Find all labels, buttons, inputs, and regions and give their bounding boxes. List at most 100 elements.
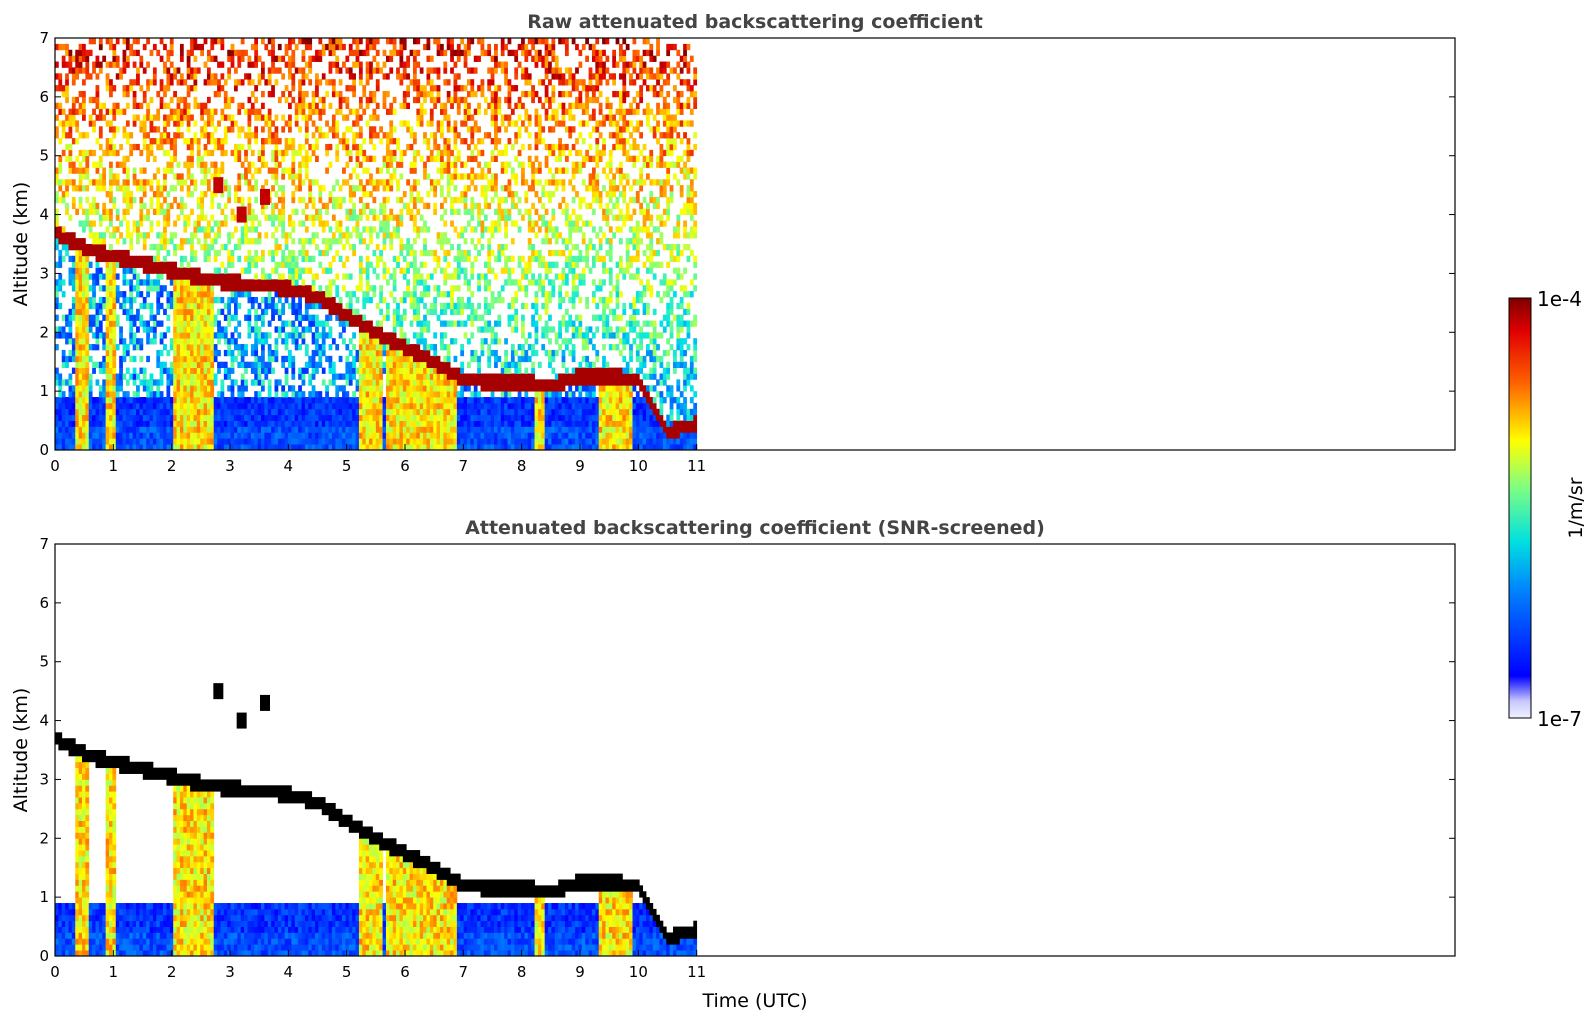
heatmap-cell bbox=[385, 232, 390, 239]
heatmap-cell bbox=[179, 379, 184, 386]
heatmap-cell bbox=[423, 355, 427, 363]
heatmap-cell bbox=[119, 332, 123, 339]
heatmap-cell bbox=[65, 208, 69, 215]
heatmap-cell bbox=[257, 332, 262, 339]
heatmap-cell bbox=[92, 120, 96, 127]
heatmap-cell bbox=[230, 120, 235, 127]
heatmap-cell bbox=[436, 361, 441, 368]
heatmap-cell bbox=[315, 208, 319, 215]
heatmap-cell bbox=[291, 138, 296, 145]
heatmap-cell bbox=[271, 138, 275, 145]
heatmap-cell bbox=[193, 67, 198, 74]
heatmap-cell bbox=[261, 102, 265, 110]
heatmap-cell bbox=[122, 420, 127, 427]
heatmap-cell bbox=[125, 120, 130, 127]
heatmap-cell bbox=[142, 367, 147, 374]
heatmap-cell bbox=[102, 391, 107, 398]
heatmap-cell bbox=[105, 432, 110, 439]
heatmap-cell bbox=[213, 320, 218, 327]
heatmap-cell bbox=[203, 161, 208, 168]
heatmap-cell bbox=[254, 249, 259, 257]
heatmap-cell bbox=[61, 314, 66, 321]
heatmap-cell bbox=[166, 420, 171, 427]
heatmap-cell bbox=[169, 338, 174, 345]
heatmap-cell bbox=[396, 438, 400, 445]
heatmap-cell bbox=[315, 426, 319, 433]
heatmap-cell bbox=[88, 414, 93, 421]
heatmap-cell bbox=[85, 185, 90, 192]
heatmap-cell bbox=[382, 349, 387, 357]
heatmap-cell bbox=[338, 79, 343, 86]
heatmap-cell bbox=[190, 244, 194, 251]
heatmap-cell bbox=[328, 420, 333, 427]
heatmap-cell bbox=[152, 208, 157, 215]
heatmap-cell bbox=[389, 102, 394, 110]
heatmap-cell bbox=[183, 255, 188, 263]
heatmap-cell bbox=[88, 408, 93, 416]
heatmap-cell bbox=[409, 344, 414, 351]
heatmap-cell bbox=[304, 249, 309, 257]
heatmap-cell bbox=[433, 296, 438, 304]
heatmap-cell bbox=[119, 373, 123, 380]
heatmap-cell bbox=[267, 361, 272, 368]
heatmap-cell bbox=[227, 114, 232, 121]
heatmap-cell bbox=[173, 314, 177, 321]
heatmap-cell bbox=[58, 326, 63, 333]
heatmap-cell bbox=[71, 232, 76, 239]
heatmap-cell bbox=[220, 191, 225, 198]
heatmap-cell bbox=[85, 244, 90, 251]
heatmap-cell bbox=[274, 191, 279, 198]
heatmap-cell bbox=[365, 414, 370, 421]
heatmap-cell bbox=[146, 414, 150, 421]
heatmap-cell bbox=[156, 438, 161, 445]
heatmap-cell bbox=[298, 402, 302, 410]
heatmap-cell bbox=[261, 355, 265, 363]
heatmap-cell bbox=[440, 302, 444, 310]
heatmap-cell bbox=[281, 202, 286, 210]
heatmap-cell bbox=[230, 232, 235, 239]
heatmap-cell bbox=[375, 367, 380, 374]
heatmap-cell bbox=[200, 326, 204, 333]
heatmap-cell bbox=[392, 373, 397, 380]
heatmap-cell bbox=[352, 249, 356, 257]
heatmap-cell bbox=[88, 179, 93, 186]
heatmap-cell bbox=[109, 426, 113, 433]
heatmap-cell bbox=[291, 149, 296, 157]
heatmap-cell bbox=[92, 196, 96, 204]
heatmap-cell bbox=[304, 202, 309, 210]
heatmap-cell bbox=[213, 397, 218, 404]
heatmap-cell bbox=[325, 397, 329, 404]
heatmap-cell bbox=[331, 214, 336, 221]
heatmap-cell bbox=[98, 255, 103, 263]
heatmap-cell bbox=[304, 102, 309, 110]
heatmap-cell bbox=[105, 367, 110, 374]
heatmap-cell bbox=[206, 438, 211, 445]
heatmap-cell bbox=[136, 273, 140, 280]
heatmap-cell bbox=[190, 67, 194, 74]
heatmap-cell bbox=[399, 385, 404, 392]
heatmap-cell bbox=[365, 49, 370, 57]
heatmap-cell bbox=[88, 402, 93, 410]
heatmap-cell bbox=[358, 314, 363, 321]
heatmap-cell bbox=[261, 367, 265, 374]
heatmap-cell bbox=[193, 379, 198, 386]
heatmap-cell bbox=[82, 67, 86, 74]
heatmap-cell bbox=[71, 202, 76, 210]
heatmap-cell bbox=[247, 202, 252, 210]
heatmap-cell bbox=[281, 185, 286, 192]
heatmap-cell bbox=[152, 332, 157, 339]
heatmap-cell bbox=[443, 67, 448, 74]
heatmap-cell bbox=[264, 279, 269, 286]
heatmap-cell bbox=[159, 96, 164, 104]
heatmap-cell bbox=[372, 332, 377, 339]
heatmap-cell bbox=[227, 191, 232, 198]
heatmap-cell bbox=[443, 432, 448, 439]
heatmap-cell bbox=[213, 167, 218, 174]
heatmap-cell bbox=[82, 349, 86, 357]
heatmap-cell bbox=[338, 196, 343, 204]
heatmap-cell bbox=[58, 102, 63, 110]
heatmap-cell bbox=[88, 426, 93, 433]
heatmap-cell bbox=[254, 296, 259, 304]
heatmap-cell bbox=[264, 79, 269, 86]
heatmap-cell bbox=[88, 420, 93, 427]
